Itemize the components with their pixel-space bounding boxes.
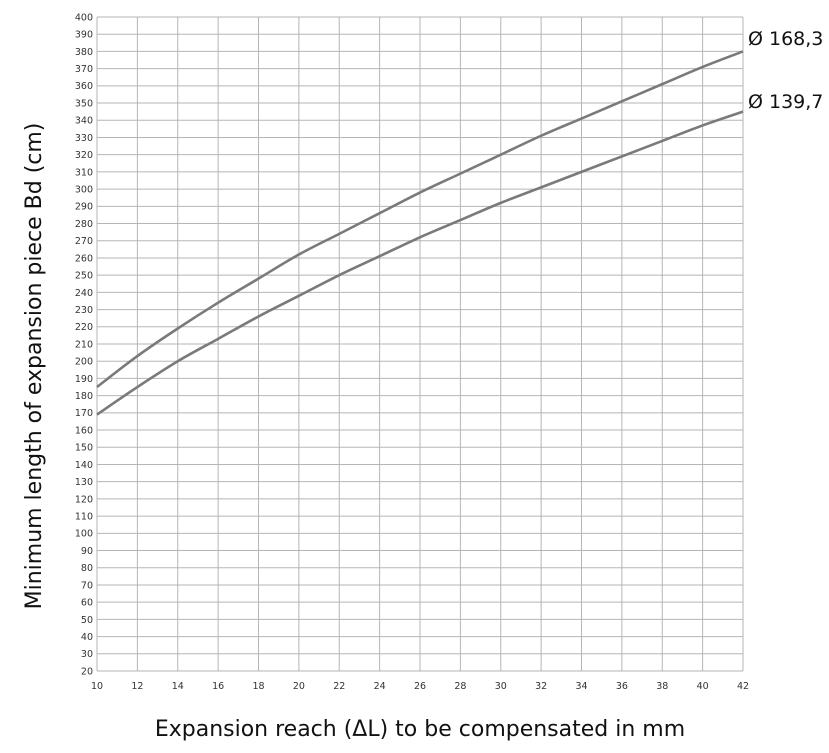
y-tick-label: 40 [81, 632, 93, 643]
y-tick-label: 50 [81, 615, 93, 626]
y-tick-label: 210 [75, 339, 93, 350]
y-tick-label: 70 [81, 580, 93, 591]
y-tick-label: 280 [75, 219, 93, 230]
y-tick-label: 310 [75, 167, 93, 178]
y-tick-label: 300 [75, 185, 93, 196]
y-tick-label: 150 [75, 443, 93, 454]
x-tick-label: 12 [131, 681, 143, 692]
y-tick-label: 180 [75, 391, 93, 402]
x-tick-label: 24 [374, 681, 386, 692]
y-tick-label: 270 [75, 236, 93, 247]
series-label-1: Ø 168,3 [748, 28, 823, 50]
y-tick-label: 170 [75, 408, 93, 419]
y-tick-label: 230 [75, 305, 93, 316]
y-tick-label: 200 [75, 357, 93, 368]
series-group: Ø 168,3 Ø 139,7 [96, 28, 823, 416]
y-tick-label: 340 [75, 116, 93, 127]
y-tick-label: 30 [81, 649, 93, 660]
y-tick-label: 240 [75, 288, 93, 299]
grid-lines [96, 16, 744, 672]
x-tick-label: 38 [656, 681, 668, 692]
y-tick-label: 250 [75, 271, 93, 282]
y-tick-label: 370 [75, 64, 93, 75]
y-tick-label: 90 [81, 546, 93, 557]
y-tick-label: 330 [75, 133, 93, 144]
y-tick-label: 110 [75, 512, 93, 523]
x-tick-label: 20 [293, 681, 305, 692]
y-axis-label: Minimum length of expansion piece Bd (cm… [22, 123, 47, 610]
y-tick-label: 140 [75, 460, 93, 471]
x-tick-label: 40 [697, 681, 709, 692]
y-tick-label: 20 [81, 666, 93, 677]
y-tick-label: 160 [75, 425, 93, 436]
x-tick-label: 36 [616, 681, 628, 692]
x-tick-label: 26 [414, 681, 426, 692]
x-tick-label: 16 [212, 681, 224, 692]
x-tick-label: 30 [495, 681, 507, 692]
y-tick-label: 400 [75, 12, 93, 23]
y-tick-label: 350 [75, 98, 93, 109]
y-tick-label: 60 [81, 598, 93, 609]
y-tick-label: 120 [75, 494, 93, 505]
x-tick-label: 10 [91, 681, 103, 692]
series-line-1 [96, 50, 744, 389]
y-tick-label: 290 [75, 202, 93, 213]
x-tick-label: 34 [575, 681, 587, 692]
y-tick-label: 320 [75, 150, 93, 161]
y-tick-label: 190 [75, 374, 93, 385]
x-tick-label: 32 [535, 681, 547, 692]
y-tick-label: 390 [75, 30, 93, 41]
y-tick-label: 260 [75, 253, 93, 264]
y-axis-ticks: 20 30 40 50 60 70 80 90 100 110 120 130 140 150 160 170… [75, 12, 93, 677]
y-tick-label: 80 [81, 563, 93, 574]
y-tick-label: 220 [75, 322, 93, 333]
x-axis-ticks: 10 12 14 16 18 20 22 24 26 28 30 32 34 36 38 40 42 [91, 681, 749, 692]
x-axis-label: Expansion reach (ΔL) to be compensated i… [155, 717, 685, 742]
series-line-2 [96, 110, 744, 416]
x-tick-label: 42 [737, 681, 749, 692]
y-tick-label: 360 [75, 81, 93, 92]
series-label-2: Ø 139,7 [748, 91, 823, 113]
y-tick-label: 130 [75, 477, 93, 488]
x-tick-label: 14 [172, 681, 184, 692]
x-tick-label: 28 [454, 681, 466, 692]
y-tick-label: 100 [75, 529, 93, 540]
x-tick-label: 22 [333, 681, 345, 692]
y-tick-label: 380 [75, 47, 93, 58]
x-tick-label: 18 [252, 681, 264, 692]
